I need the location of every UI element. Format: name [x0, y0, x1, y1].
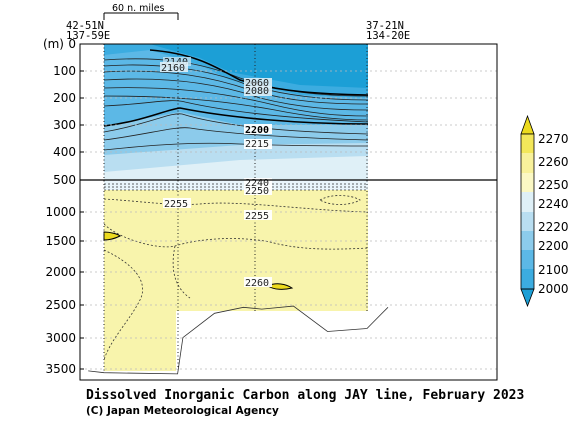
- right-station-lat: 37-21N: [366, 20, 404, 32]
- lower-section-fill: [104, 180, 368, 371]
- colorbar-tick: 2100: [538, 263, 569, 277]
- scale-bar-label: 60 n. miles: [112, 3, 165, 14]
- scale-bar: 60 n. miles: [103, 3, 179, 20]
- contour-label: 2200: [245, 125, 269, 136]
- contour-label: 2260: [245, 278, 269, 289]
- y-tick-label: 1500: [45, 234, 76, 248]
- y-tick-label: 3000: [45, 331, 76, 345]
- left-station-lon: 137-59E: [66, 30, 110, 42]
- contour-2260-closed: [267, 283, 294, 290]
- colorbar-tick: 2270: [538, 132, 569, 146]
- y-tick-label: 2500: [45, 298, 76, 312]
- y-tick-label: 300: [53, 118, 76, 132]
- y-tick-label: 1000: [45, 205, 76, 219]
- y-tick-label: 100: [53, 64, 76, 78]
- y-unit-label: (m): [43, 37, 64, 51]
- contour-label: 2160: [161, 63, 185, 74]
- y-tick-label: 3500: [45, 362, 76, 376]
- contour-label: 2080: [245, 86, 269, 97]
- contour-label: 2255: [164, 199, 188, 210]
- contour-label: 2255: [245, 211, 269, 222]
- y-tick-marks: [80, 43, 84, 370]
- colorbar: [520, 114, 535, 308]
- contour-2260-edge: [103, 231, 121, 241]
- colorbar-tick: 2200: [538, 239, 569, 253]
- y-tick-label: 500: [53, 173, 76, 187]
- lower-contour-lines: [104, 183, 368, 361]
- contour-label: 2215: [245, 139, 269, 150]
- y-tick-label: 2000: [45, 265, 76, 279]
- y-tick-label: 200: [53, 91, 76, 105]
- upper-section-fill: [104, 44, 368, 180]
- bottom-topography-line: [88, 305, 389, 375]
- chart-credit: (C) Japan Meteorological Agency: [86, 405, 279, 417]
- colorbar-tick: 2260: [538, 155, 569, 169]
- chart-title: Dissolved Inorganic Carbon along JAY lin…: [86, 388, 525, 403]
- colorbar-tick: 2240: [538, 197, 569, 211]
- colorbar-tick: 2250: [538, 178, 569, 192]
- colorbar-tick: 2000: [538, 282, 569, 296]
- contour-label: 2060: [245, 78, 269, 89]
- colorbar-tick: 2220: [538, 220, 569, 234]
- contour-label: 2250: [245, 186, 269, 197]
- right-station-lon: 134-20E: [366, 30, 410, 42]
- y-tick-label: 0: [68, 37, 76, 51]
- y-tick-label: 400: [53, 145, 76, 159]
- contour-label: 2240: [245, 178, 269, 189]
- left-station-lat: 42-51N: [66, 20, 104, 32]
